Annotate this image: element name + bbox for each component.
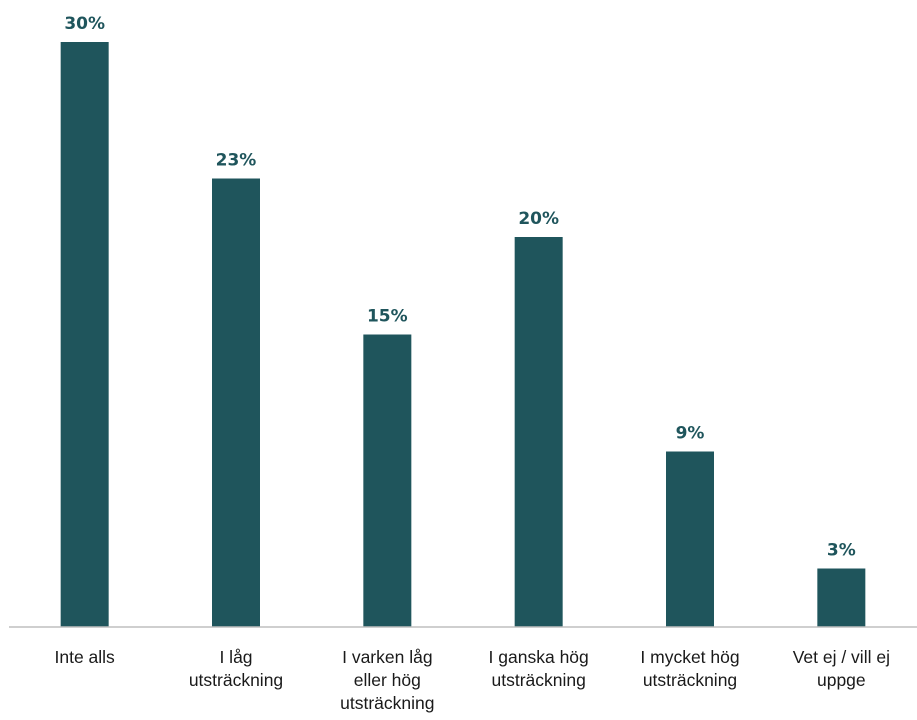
- category-label-0: Inte alls: [55, 647, 116, 667]
- bar-value-label-5: 3%: [827, 541, 856, 561]
- bar-value-label-0: 30%: [64, 14, 105, 34]
- bar-3: [514, 237, 563, 627]
- category-label-line: uppge: [817, 670, 866, 690]
- bar-0: [60, 42, 109, 627]
- bar-5: [817, 568, 866, 627]
- value-labels-group: 30% 23% 15% 20% 9% 3%: [64, 14, 855, 561]
- category-label-line: Inte alls: [55, 647, 116, 667]
- bar-2: [363, 334, 412, 627]
- category-label-line: I varken låg: [342, 647, 432, 667]
- category-labels-group: Inte alls I låg utsträckning I varken låg el…: [55, 647, 890, 713]
- category-label-line: Vet ej / vill ej: [793, 647, 890, 667]
- category-label-line: utsträckning: [340, 693, 434, 713]
- category-label-line: I ganska hög: [489, 647, 589, 667]
- category-label-line: I låg: [219, 647, 252, 667]
- bar-4: [666, 451, 714, 627]
- category-label-5: Vet ej / vill ej uppge: [793, 647, 890, 690]
- category-label-line: eller hög: [354, 670, 421, 690]
- category-label-line: utsträckning: [491, 670, 585, 690]
- category-label-line: utsträckning: [643, 670, 737, 690]
- category-label-3: I ganska hög utsträckning: [489, 647, 589, 690]
- category-label-line: I mycket hög: [640, 647, 739, 667]
- category-label-1: I låg utsträckning: [189, 647, 283, 690]
- bar-value-label-3: 20%: [518, 209, 559, 229]
- category-label-4: I mycket hög utsträckning: [640, 647, 739, 690]
- bar-1: [212, 178, 260, 627]
- category-label-line: utsträckning: [189, 670, 283, 690]
- bar-value-label-4: 9%: [676, 424, 705, 444]
- category-label-2: I varken låg eller hög utsträckning: [340, 647, 434, 713]
- bar-value-label-1: 23%: [216, 151, 257, 171]
- bar-value-label-2: 15%: [367, 307, 408, 327]
- bars-group: [60, 42, 866, 627]
